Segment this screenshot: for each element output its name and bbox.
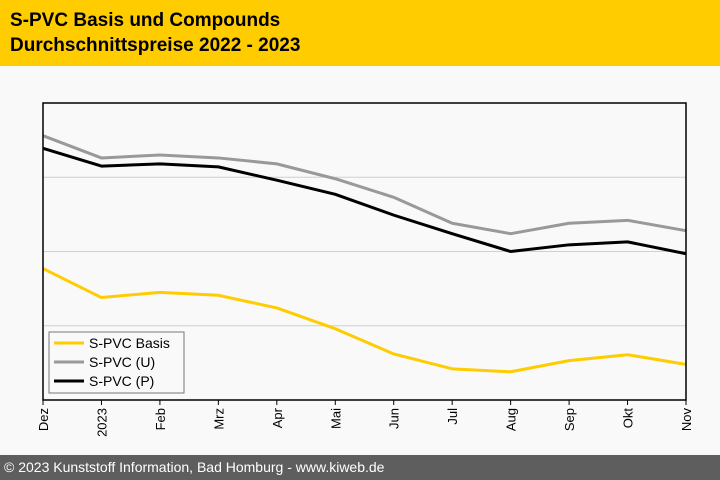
x-tick-label: Jul xyxy=(445,408,460,425)
series-line-s-pvc-basis xyxy=(42,267,687,374)
x-tick-label: 2023 xyxy=(94,408,109,437)
x-tick-label: Aug xyxy=(504,408,519,431)
series-lines xyxy=(42,134,687,374)
chart-header: S-PVC Basis und Compounds Durchschnittsp… xyxy=(0,0,720,66)
gridlines xyxy=(43,176,686,327)
x-tick-label: Sep xyxy=(562,408,577,431)
x-tick-label: Okt xyxy=(621,408,636,429)
x-tick-label: Dez xyxy=(36,408,51,431)
x-tick-label: Nov xyxy=(679,408,694,432)
legend-label: S-PVC (P) xyxy=(89,373,154,389)
footer: © 2023 Kunststoff Information, Bad Hombu… xyxy=(0,455,720,480)
chart-subtitle: Durchschnittspreise 2022 - 2023 xyxy=(10,35,301,56)
legend: S-PVC Basis S-PVC (U) S-PVC (P) xyxy=(48,331,185,394)
x-tick-label: Mrz xyxy=(211,408,226,430)
series-line-s-pvc-u xyxy=(42,134,687,236)
legend-label: S-PVC (U) xyxy=(89,354,155,370)
legend-label: S-PVC Basis xyxy=(89,335,170,351)
plot-frame xyxy=(42,102,687,401)
x-tick-label: Jun xyxy=(387,408,402,429)
series-line-s-pvc-p xyxy=(42,146,687,256)
copyright-text: © 2023 Kunststoff Information, Bad Hombu… xyxy=(4,459,385,475)
x-tick-label: Apr xyxy=(270,407,285,428)
x-tick-label: Feb xyxy=(153,408,168,430)
x-tick-label: Mai xyxy=(328,408,343,429)
x-axis: Dez 2023 Feb Mrz Apr Mai Jun Jul Aug Sep Okt Nov xyxy=(36,400,694,437)
chart-title: S-PVC Basis und Compounds xyxy=(10,10,281,31)
